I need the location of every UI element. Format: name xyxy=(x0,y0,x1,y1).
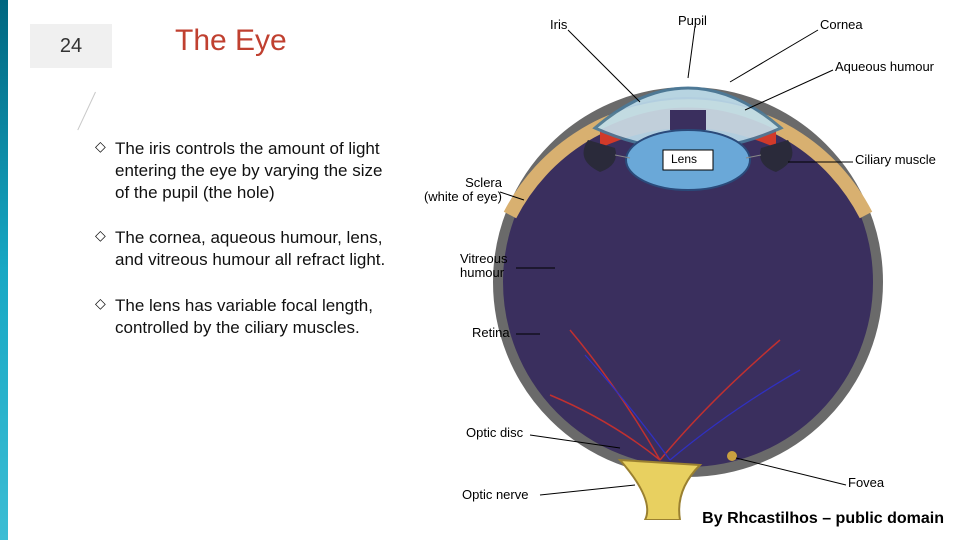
bullet-item: The iris controls the amount of light en… xyxy=(95,138,395,203)
label-iris: Iris xyxy=(550,18,567,32)
label-fovea: Fovea xyxy=(848,476,884,490)
label-aqueous-humour: Aqueous humour xyxy=(835,60,934,74)
label-cornea: Cornea xyxy=(820,18,863,32)
bullet-item: The lens has variable focal length, cont… xyxy=(95,295,395,339)
eye-diagram: Iris Pupil Cornea Aqueous humour Ciliary… xyxy=(420,0,960,520)
bullet-list: The iris controls the amount of light en… xyxy=(95,138,395,362)
label-retina: Retina xyxy=(472,326,510,340)
bullet-item: The cornea, aqueous humour, lens, and vi… xyxy=(95,227,395,271)
label-optic-disc: Optic disc xyxy=(466,426,523,440)
label-pupil: Pupil xyxy=(678,14,707,28)
accent-strip xyxy=(0,0,8,540)
page-number: 24 xyxy=(30,24,112,68)
label-sclera: Sclera (white of eye) xyxy=(422,176,502,205)
title-accent-line xyxy=(77,92,96,130)
label-vitreous-humour: Vitreous humour xyxy=(460,252,507,281)
slide-title: The Eye xyxy=(175,24,287,58)
label-ciliary-muscle: Ciliary muscle xyxy=(855,153,936,167)
page-number-text: 24 xyxy=(60,35,82,58)
image-credit: By Rhcastilhos – public domain xyxy=(702,510,944,528)
label-lens: Lens xyxy=(671,153,697,166)
label-optic-nerve: Optic nerve xyxy=(462,488,528,502)
